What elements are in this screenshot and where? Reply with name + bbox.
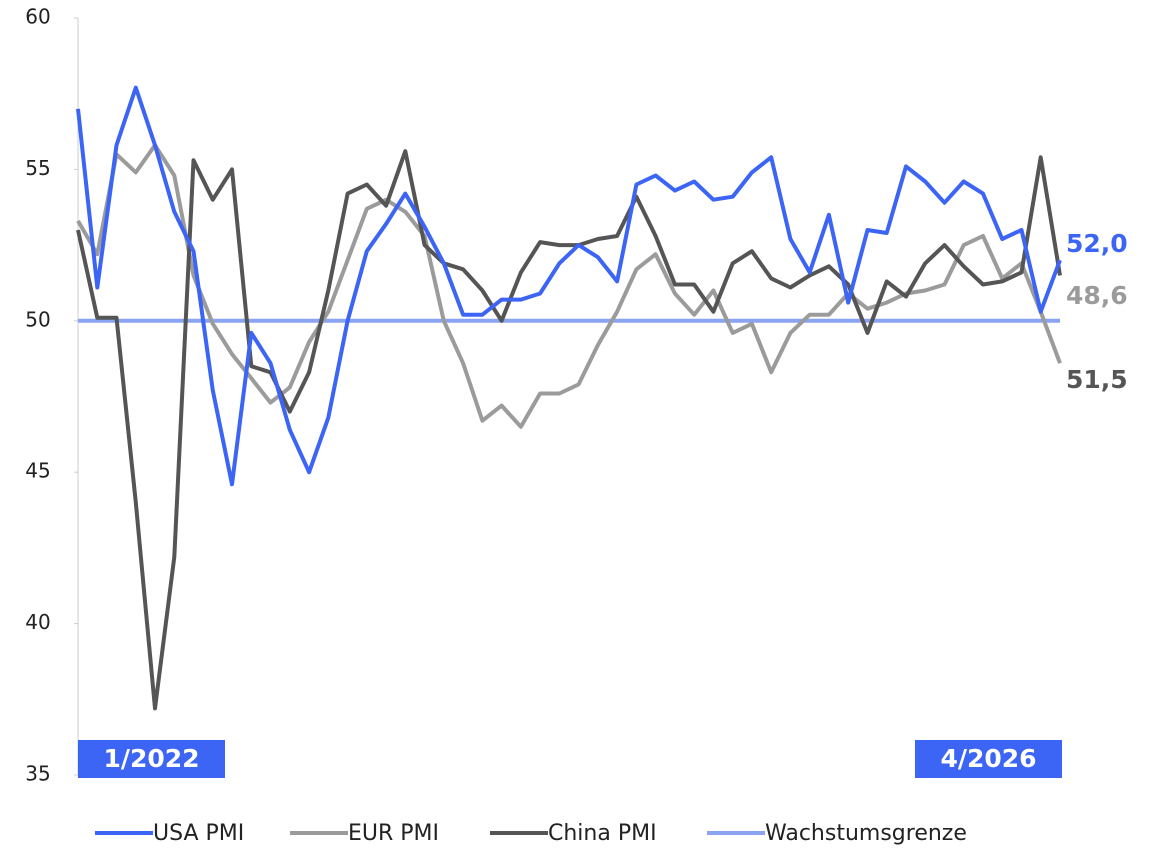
end-label: 48,6	[1066, 281, 1128, 310]
end-label: 52,0	[1066, 229, 1128, 258]
legend-label: China PMI	[548, 821, 657, 846]
end-label: 51,5	[1066, 365, 1128, 394]
y-tick-label: 60	[25, 5, 50, 29]
legend-label: USA PMI	[153, 821, 244, 846]
x-label-box	[78, 740, 225, 778]
y-tick-label: 50	[25, 307, 50, 331]
series-line	[76, 143, 1062, 429]
series-line	[76, 85, 1062, 487]
legend-label: EUR PMI	[348, 821, 439, 846]
x-label: 4/2026	[940, 744, 1036, 773]
x-label-box	[915, 740, 1062, 778]
series-line	[76, 149, 1062, 711]
y-tick-label: 45	[25, 459, 50, 483]
y-tick-label: 40	[25, 610, 50, 634]
x-label: 1/2022	[103, 744, 199, 773]
y-tick-label: 55	[25, 156, 50, 180]
y-tick-label: 35	[25, 762, 50, 786]
legend-label: Wachstumsgrenze	[765, 821, 967, 846]
